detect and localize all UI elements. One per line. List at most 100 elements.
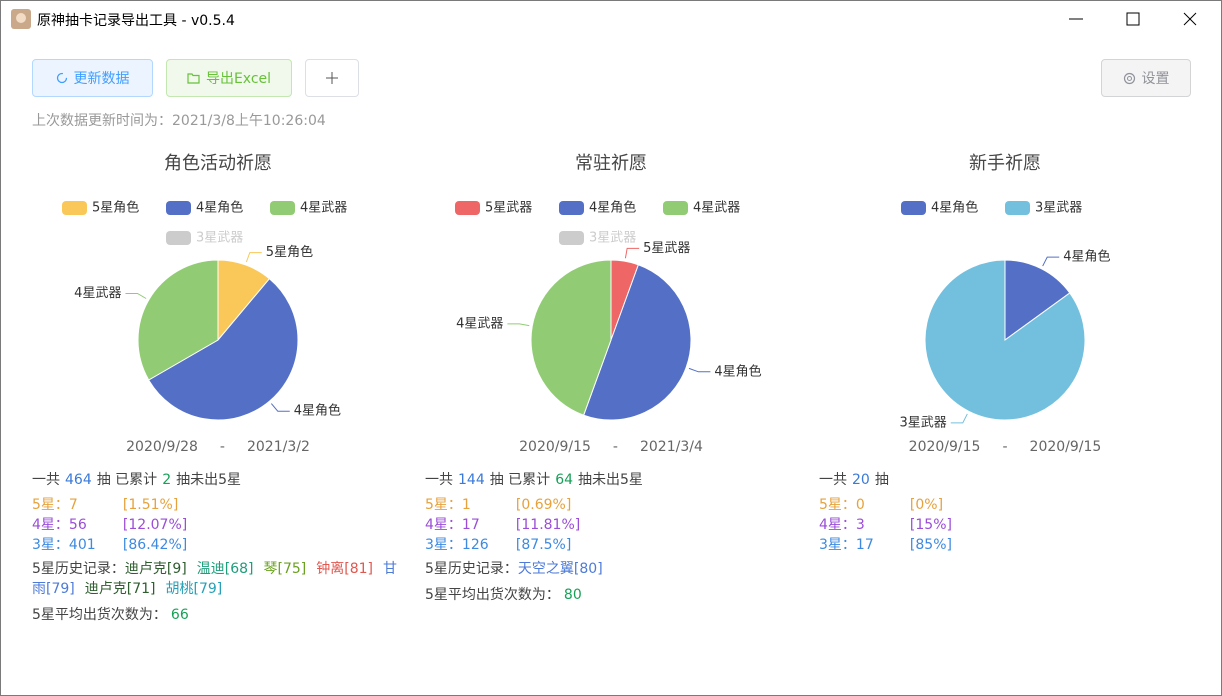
chart-title: 角色活动祈愿 bbox=[164, 153, 272, 174]
date-end: 2021/3/2 bbox=[246, 439, 310, 455]
label: 导出Excel bbox=[205, 71, 272, 87]
slice-label: 3星武器 bbox=[899, 415, 946, 430]
stat-percent: [11.81%] bbox=[515, 517, 581, 533]
summary-number: 20 bbox=[852, 472, 870, 488]
label-line bbox=[1042, 256, 1060, 267]
add-button[interactable] bbox=[305, 59, 359, 97]
label-line bbox=[950, 413, 968, 424]
pie-slice bbox=[1004, 259, 1071, 341]
average: 5星平均出货次数为： 66 bbox=[32, 604, 189, 624]
stat-row: 5星：1 [0.69%] bbox=[425, 494, 571, 514]
pie-slice bbox=[137, 259, 219, 381]
pie-slice bbox=[582, 264, 692, 421]
stat-count: 126 bbox=[461, 537, 489, 553]
stat-row: 3星：401 [86.42%] bbox=[32, 534, 187, 554]
stat-label: 5星： bbox=[32, 497, 69, 513]
stat-percent: [12.07%] bbox=[122, 517, 188, 533]
history: 5星历史记录：迪卢克[9] 温迪[68] 琴[75] 钟离[81] 甘雨[79] 迪卢克[… bbox=[32, 559, 402, 599]
summary-number: 2 bbox=[162, 472, 172, 488]
date-start: 2020/9/15 bbox=[519, 439, 591, 455]
stat-count: 56 bbox=[68, 517, 87, 533]
stat-percent: [1.51%] bbox=[122, 497, 179, 513]
stat-percent: [0%] bbox=[909, 497, 944, 513]
summary-text: 抽 已累计 bbox=[489, 472, 551, 488]
export-button[interactable]: 导出Excel bbox=[166, 59, 292, 97]
date-range: 2020/9/15 - 2021/3/4 bbox=[461, 439, 761, 455]
stat-percent: [85%] bbox=[909, 537, 952, 553]
history-entry: 钟离[81] bbox=[316, 561, 374, 577]
stat-label: 4星： bbox=[819, 517, 856, 533]
history-entry: 天空之翼[80] bbox=[517, 561, 603, 577]
summary-text: 一共 bbox=[425, 472, 453, 488]
pie-slice bbox=[530, 259, 612, 416]
average: 5星平均出货次数为： 80 bbox=[425, 584, 582, 604]
refresh-button[interactable]: 更新数据 bbox=[32, 59, 153, 97]
legend-swatch bbox=[270, 201, 295, 215]
history-entry: 温迪[68] bbox=[196, 561, 254, 577]
stat-row: 3星：17 [85%] bbox=[819, 534, 952, 554]
average-value: 80 bbox=[563, 587, 582, 603]
window-controls[interactable] bbox=[1061, 1, 1221, 37]
settings-button[interactable]: 设置 bbox=[1101, 59, 1191, 97]
history-entry: 迪卢克[71] bbox=[84, 581, 156, 597]
stat-label: 3星： bbox=[819, 537, 856, 553]
legend-swatch bbox=[62, 201, 87, 215]
stat-percent: [86.42%] bbox=[122, 537, 188, 553]
legend-swatch bbox=[166, 201, 191, 215]
history-label: 5星历史记录： bbox=[32, 561, 125, 577]
summary-text: 抽 bbox=[874, 472, 889, 488]
date-range: 2020/9/28 - 2021/3/2 bbox=[68, 439, 368, 455]
label: 设置 bbox=[1141, 71, 1170, 87]
history-entry: 琴[75] bbox=[263, 561, 307, 577]
summary-text: 一共 bbox=[819, 472, 847, 488]
summary: 一共 464 抽 已累计 2 抽未出5星 bbox=[32, 469, 241, 489]
legend-label: 5星武器 bbox=[485, 201, 532, 216]
legend-swatch bbox=[663, 201, 688, 215]
average-value: 66 bbox=[170, 607, 189, 623]
summary-number: 144 bbox=[458, 472, 485, 488]
stat-count: 1 bbox=[461, 497, 471, 513]
stat-percent: [15%] bbox=[909, 517, 952, 533]
label-line bbox=[688, 367, 711, 373]
label-line bbox=[125, 293, 147, 299]
summary: 一共 20 抽 bbox=[819, 469, 889, 489]
stat-label: 5星： bbox=[819, 497, 856, 513]
legend-label: 4星角色 bbox=[931, 200, 978, 216]
legend-swatch bbox=[455, 201, 480, 215]
stat-count: 7 bbox=[68, 497, 78, 513]
date-start: 2020/9/15 bbox=[908, 439, 981, 455]
stat-count: 3 bbox=[855, 517, 865, 533]
stat-count: 0 bbox=[855, 497, 865, 513]
legend-swatch bbox=[166, 231, 191, 245]
legend-label: 3星武器 bbox=[196, 231, 243, 246]
stat-label: 3星： bbox=[32, 537, 69, 553]
legend-label: 4星角色 bbox=[589, 200, 636, 216]
legend-label: 4星角色 bbox=[196, 200, 243, 216]
legend-swatch bbox=[559, 201, 584, 215]
stat-label: 5星： bbox=[425, 497, 462, 513]
date-end: 2021/3/4 bbox=[639, 439, 703, 455]
legend-label: 4星武器 bbox=[300, 201, 347, 216]
stat-label: 4星： bbox=[32, 517, 69, 533]
summary-text: 一共 bbox=[32, 472, 60, 488]
stat-label: 3星： bbox=[425, 537, 462, 553]
summary-text: 抽 已累计 bbox=[96, 472, 158, 488]
stat-count: 401 bbox=[68, 537, 96, 553]
last-update: 上次数据更新时间为：2021/3/8上午10:26:04 bbox=[32, 113, 326, 129]
legend-label: 5星角色 bbox=[92, 200, 139, 216]
average-label: 5星平均出货次数为： bbox=[425, 587, 560, 603]
stat-count: 17 bbox=[855, 537, 874, 553]
label: 更新数据 bbox=[73, 71, 130, 87]
summary-number: 464 bbox=[65, 472, 92, 488]
stat-label: 4星： bbox=[425, 517, 462, 533]
date-start: 2020/9/28 bbox=[126, 439, 198, 455]
stat-row: 4星：17 [11.81%] bbox=[425, 514, 580, 534]
legend-label: 3星武器 bbox=[1035, 201, 1082, 216]
legend-label: 4星武器 bbox=[693, 201, 740, 216]
history: 5星历史记录：天空之翼[80] bbox=[425, 559, 795, 579]
slice-label: 4星武器 bbox=[456, 316, 503, 331]
average-label: 5星平均出货次数为： bbox=[32, 607, 167, 623]
chart-title: 常驻祈愿 bbox=[575, 153, 647, 174]
legend-swatch bbox=[901, 201, 926, 215]
